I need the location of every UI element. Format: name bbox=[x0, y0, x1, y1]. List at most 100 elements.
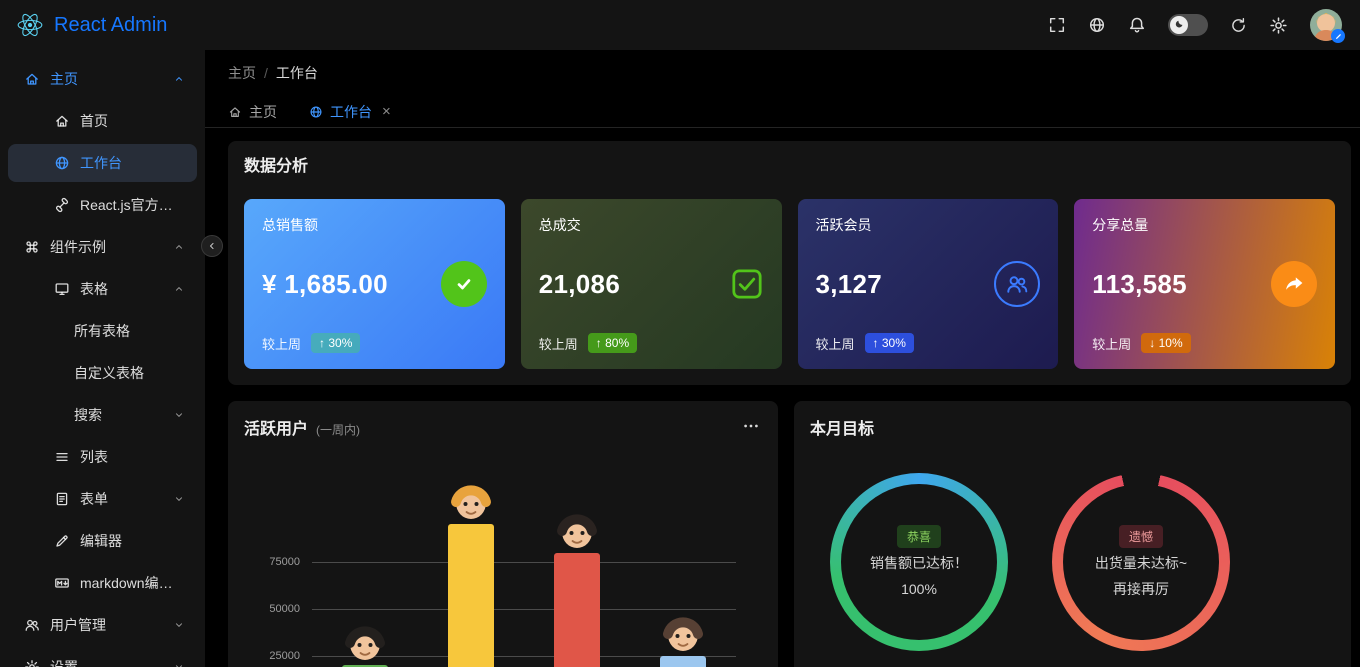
active-users-plot: 25000 50000 75000 bbox=[228, 401, 778, 667]
edit-pencil-badge-icon bbox=[1331, 29, 1345, 43]
notification-bell-icon[interactable] bbox=[1128, 16, 1146, 34]
sidebar-item[interactable]: 表格 bbox=[8, 270, 197, 308]
sidebar-item[interactable]: markdown编辑器 bbox=[8, 564, 197, 602]
chevron-down-icon bbox=[173, 619, 185, 631]
sidebar-collapse-button[interactable] bbox=[201, 235, 223, 257]
fullscreen-icon[interactable] bbox=[1048, 16, 1066, 34]
close-tab-icon[interactable]: × bbox=[382, 103, 391, 120]
theme-toggle[interactable] bbox=[1168, 14, 1208, 36]
sidebar-item[interactable]: 组件示例 bbox=[8, 228, 197, 266]
globe-icon bbox=[309, 105, 323, 119]
sidebar-item-label: 编辑器 bbox=[80, 533, 122, 549]
sidebar-menu: 主页首页工作台 React.js官方文档组件示例表格所有表格自定义表格搜索列表表单… bbox=[0, 60, 205, 667]
markdown-icon bbox=[54, 575, 70, 591]
sidebar-item[interactable]: 编辑器 bbox=[8, 522, 197, 560]
congrats-badge: 恭喜 bbox=[896, 525, 941, 549]
second-row: 活跃用户 (一周内) 25000 50000 75000 本月目标 恭喜 销售额已达… bbox=[228, 401, 1351, 667]
refresh-icon[interactable] bbox=[1230, 17, 1247, 34]
form-icon bbox=[54, 491, 70, 507]
home-icon bbox=[228, 105, 242, 119]
stat-card: 活跃会员 3,127 较上周 ↑ 30% bbox=[797, 199, 1059, 369]
tab-home[interactable]: 主页 bbox=[228, 102, 277, 122]
bar[interactable] bbox=[554, 552, 600, 667]
trend-badge: ↑ 30% bbox=[311, 333, 361, 353]
sidebar-item[interactable]: 搜索 bbox=[8, 396, 197, 434]
sidebar-item-label: 搜索 bbox=[74, 407, 102, 423]
stat-value: 3,127 bbox=[815, 268, 883, 299]
stat-label: 总销售额 bbox=[262, 217, 318, 233]
sidebar-item[interactable]: 工作台 bbox=[8, 144, 197, 182]
chevron-up-icon bbox=[173, 283, 185, 295]
monthly-goal-panel: 本月目标 恭喜 销售额已达标！ 100% 遗憾 出货量未达标~ bbox=[794, 401, 1351, 667]
stat-card: 总成交 21,086 较上周 ↑ 80% bbox=[520, 199, 782, 369]
sidebar-item[interactable]: 所有表格 bbox=[8, 312, 197, 350]
checkbox-check-icon bbox=[730, 267, 764, 301]
sidebar-item-label: markdown编辑器 bbox=[80, 575, 185, 591]
sidebar-item-label: 表单 bbox=[80, 491, 108, 507]
sidebar-item[interactable]: 自定义表格 bbox=[8, 354, 197, 392]
sidebar-item[interactable]: 主页 bbox=[8, 60, 197, 98]
breadcrumb-item-home[interactable]: 主页 bbox=[228, 65, 256, 81]
trend-label: 较上周 bbox=[538, 336, 578, 352]
sidebar-item[interactable]: 首页 bbox=[8, 102, 197, 140]
axis-tick-label: 50000 bbox=[269, 603, 300, 615]
user-avatar[interactable] bbox=[1310, 9, 1345, 43]
goal-percent: 100% bbox=[901, 580, 937, 597]
tab-workbench[interactable]: 工作台 × bbox=[309, 102, 391, 122]
trend-label: 较上周 bbox=[1092, 336, 1132, 352]
sidebar-item[interactable]: 用户管理 bbox=[8, 606, 197, 644]
trend-badge: ↑ 80% bbox=[587, 333, 638, 353]
breadcrumb-separator: / bbox=[264, 65, 268, 81]
content-scroll-area[interactable]: 数据分析 总销售额 ¥ 1,685.00 较上周 ↑ 30% 总成交 21,086 较上周 ↑… bbox=[205, 128, 1360, 667]
trend-label: 较上周 bbox=[815, 336, 855, 352]
analysis-panel: 数据分析 总销售额 ¥ 1,685.00 较上周 ↑ 30% 总成交 21,086 较上周 ↑… bbox=[228, 141, 1351, 385]
table-icon bbox=[54, 281, 70, 297]
chevron-up-icon bbox=[173, 73, 185, 85]
sidebar-item-label: 首页 bbox=[80, 113, 108, 129]
chevron-down-icon bbox=[173, 493, 185, 505]
regret-badge: 遗憾 bbox=[1118, 525, 1163, 549]
stat-value: 113,585 bbox=[1092, 268, 1187, 299]
tabbar: 主页 工作台 × bbox=[205, 96, 1360, 128]
bar[interactable] bbox=[448, 524, 494, 667]
globe-icon bbox=[54, 155, 70, 171]
active-users-panel: 活跃用户 (一周内) 25000 50000 75000 bbox=[228, 401, 778, 667]
stat-value: ¥ 1,685.00 bbox=[262, 268, 388, 299]
stat-card: 分享总量 113,585 较上周 ↓ 10% bbox=[1074, 199, 1335, 369]
main-content: 主页 / 工作台 主页 工作台 × 数据分析 总销售额 ¥ 1,685.00 较上周… bbox=[205, 50, 1360, 667]
user-avatar-figure bbox=[656, 604, 710, 658]
chart-menu-button[interactable] bbox=[738, 413, 764, 439]
sidebar: 主页首页工作台 React.js官方文档组件示例表格所有表格自定义表格搜索列表表单… bbox=[0, 50, 205, 667]
settings-gear-icon[interactable] bbox=[1269, 16, 1288, 35]
goal-text-line: 再接再厉 bbox=[1113, 580, 1169, 597]
app-title: React Admin bbox=[54, 13, 168, 36]
chart-title: 活跃用户 bbox=[244, 421, 309, 438]
section-title: 数据分析 bbox=[244, 158, 309, 175]
bar[interactable] bbox=[342, 665, 388, 667]
moon-icon bbox=[1170, 16, 1188, 34]
sidebar-item-label: 所有表格 bbox=[74, 323, 130, 339]
sidebar-item[interactable]: 列表 bbox=[8, 438, 197, 476]
topbar: React Admin bbox=[0, 0, 1360, 50]
sidebar-item-label: 组件示例 bbox=[50, 239, 106, 255]
trend-badge: ↑ 30% bbox=[864, 333, 914, 353]
sidebar-item[interactable]: 表单 bbox=[8, 480, 197, 518]
sidebar-item-label: 设置 bbox=[50, 659, 78, 667]
user-avatar-figure bbox=[338, 613, 392, 667]
stat-label: 分享总量 bbox=[1092, 217, 1149, 233]
language-globe-icon[interactable] bbox=[1088, 16, 1106, 34]
sidebar-item-label: 主页 bbox=[50, 71, 78, 87]
sidebar-item[interactable]: React.js官方文档 bbox=[8, 186, 197, 224]
stats-row: 总销售额 ¥ 1,685.00 较上周 ↑ 30% 总成交 21,086 较上周 ↑ 80% 活… bbox=[244, 199, 1335, 369]
goal-title: 本月目标 bbox=[810, 421, 875, 438]
trend-badge: ↓ 10% bbox=[1141, 333, 1191, 353]
sidebar-item-label: 工作台 bbox=[80, 155, 122, 171]
axis-tick-label: 75000 bbox=[269, 556, 300, 568]
sidebar-item[interactable]: 设置 bbox=[8, 648, 197, 667]
goal-text-line: 出货量未达标~ bbox=[1094, 555, 1188, 572]
bar[interactable] bbox=[660, 656, 706, 667]
team-icon bbox=[24, 617, 40, 633]
brand: React Admin bbox=[16, 11, 167, 39]
tab-label: 工作台 bbox=[330, 103, 372, 120]
topbar-actions bbox=[1048, 9, 1345, 43]
